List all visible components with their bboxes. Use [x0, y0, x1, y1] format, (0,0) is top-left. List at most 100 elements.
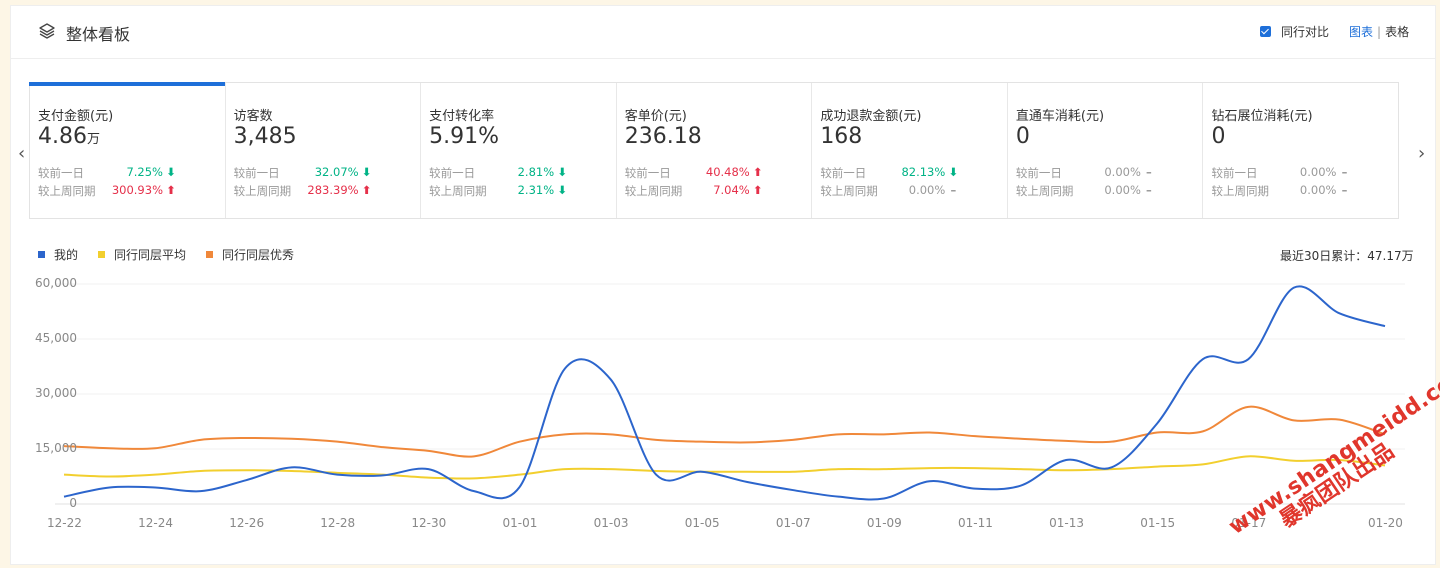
day-compare-label: 较前一日 — [38, 166, 84, 180]
day-compare-label: 较前一日 — [1015, 166, 1062, 180]
trend-flat-icon: – — [1146, 183, 1152, 197]
day-compare-row: 较前一日 2.81% ⬇ — [429, 165, 568, 181]
metric-name: 客单价(元) — [624, 109, 687, 124]
metric-card[interactable]: 访客数 3,485 较前一日 32.07% ⬇ 较上周同期 283.39% ⬆ — [226, 83, 422, 218]
metric-value: 4.86万 — [38, 124, 100, 149]
day-compare-row: 较前一日 82.13% ⬇ — [820, 165, 959, 181]
metric-card[interactable]: 客单价(元) 236.18 较前一日 40.48% ⬆ 较上周同期 7.04% ⬆ — [617, 83, 813, 218]
series-line-0 — [63, 285, 1386, 501]
x-tick-label: 01-15 — [1140, 516, 1176, 530]
week-compare-row: 较上周同期 7.04% ⬆ — [625, 183, 764, 199]
day-compare-value: 0.00% – — [1104, 165, 1155, 179]
day-compare-value: 7.25% ⬇ — [126, 165, 176, 179]
week-compare-label: 较上周同期 — [429, 184, 487, 198]
panel-title: 整体看板 — [66, 25, 131, 44]
trend-up-icon: ⬆ — [166, 183, 176, 197]
day-compare-value: 2.81% ⬇ — [517, 165, 567, 179]
day-compare-label: 较前一日 — [1211, 166, 1258, 180]
y-tick-label: 0 — [69, 496, 77, 510]
x-tick-label: 01-01 — [502, 516, 538, 530]
metric-card[interactable]: 支付转化率 5.91% 较前一日 2.81% ⬇ 较上周同期 2.31% ⬇ — [421, 83, 617, 218]
x-tick-label: 01-03 — [593, 516, 629, 530]
compare-checkbox[interactable] — [1260, 26, 1271, 37]
day-compare-label: 较前一日 — [429, 166, 476, 180]
legend-item[interactable]: 我的 — [38, 246, 78, 263]
trend-down-icon: ⬇ — [361, 165, 372, 179]
week-compare-label: 较上周同期 — [1015, 184, 1074, 198]
view-chart-link[interactable]: 图表 — [1349, 25, 1374, 39]
metric-name: 访客数 — [233, 109, 273, 124]
day-compare-label: 较前一日 — [820, 166, 867, 180]
day-compare-row: 较前一日 0.00% – — [1211, 165, 1350, 181]
y-tick-label: 30,000 — [35, 386, 77, 400]
day-compare-value: 0.00% – — [1300, 165, 1351, 179]
week-compare-row: 较上周同期 0.00% – — [1016, 183, 1155, 199]
week-compare-row: 较上周同期 0.00% – — [820, 183, 959, 199]
week-compare-value: 283.39% ⬆ — [307, 183, 372, 197]
chart-legend: 我的 同行同层平均 同行同层优秀 — [38, 246, 314, 263]
x-tick-label: 12-22 — [47, 516, 82, 530]
day-compare-row: 较前一日 40.48% ⬆ — [625, 165, 764, 181]
day-compare-value: 32.07% ⬇ — [314, 165, 372, 179]
legend-item[interactable]: 同行同层优秀 — [206, 246, 294, 263]
x-tick-label: 01-20 — [1368, 516, 1403, 530]
week-compare-row: 较上周同期 2.31% ⬇ — [429, 183, 568, 199]
metric-card[interactable]: 成功退款金额(元) 168 较前一日 82.13% ⬇ 较上周同期 0.00% – — [812, 83, 1008, 218]
legend-swatch — [206, 251, 214, 258]
day-compare-row: 较前一日 7.25% ⬇ — [38, 165, 177, 181]
metric-value: 0 — [1015, 124, 1030, 149]
week-compare-label: 较上周同期 — [233, 184, 292, 198]
trend-flat-icon: – — [1341, 183, 1348, 197]
x-tick-label: 01-07 — [775, 516, 811, 530]
metric-value: 236.18 — [624, 124, 702, 149]
metric-value: 168 — [820, 124, 863, 149]
x-tick-label: 01-11 — [958, 516, 993, 530]
trend-down-icon: ⬇ — [948, 165, 959, 179]
metric-name: 支付金额(元) — [38, 109, 114, 124]
trend-up-icon: ⬆ — [752, 165, 763, 179]
metric-name: 直通车消耗(元) — [1015, 109, 1105, 124]
x-tick-label: 01-05 — [684, 516, 720, 530]
x-tick-label: 12-28 — [320, 516, 356, 530]
week-compare-row: 较上周同期 283.39% ⬆ — [234, 183, 373, 199]
y-tick-label: 60,000 — [35, 276, 77, 290]
compare-toggle[interactable]: 同行对比 — [1260, 23, 1329, 40]
week-compare-value: 300.93% ⬆ — [111, 183, 176, 197]
metric-card[interactable]: 直通车消耗(元) 0 较前一日 0.00% – 较上周同期 0.00% – — [1008, 83, 1204, 218]
legend-label: 我的 — [54, 248, 79, 262]
legend-swatch — [98, 251, 106, 258]
view-separator: | — [1377, 25, 1382, 39]
week-compare-value: 7.04% ⬆ — [713, 183, 763, 197]
day-compare-label: 较前一日 — [624, 166, 671, 180]
y-tick-label: 15,000 — [35, 441, 77, 455]
view-switch: 图表 | 表格 — [1349, 23, 1409, 40]
metric-value: 5.91% — [429, 124, 500, 149]
view-table-link[interactable]: 表格 — [1385, 25, 1410, 39]
legend-label: 同行同层优秀 — [222, 248, 295, 262]
next-metrics-arrow[interactable]: › — [1418, 143, 1426, 164]
metric-card[interactable]: 支付金额(元) 4.86万较前一日 7.25% ⬇ 较上周同期 300.93% ⬆ — [29, 82, 226, 218]
week-compare-row: 较上周同期 300.93% ⬆ — [38, 183, 177, 199]
compare-label: 同行对比 — [1281, 25, 1330, 39]
x-tick-label: 12-30 — [411, 516, 447, 530]
trend-up-icon: ⬆ — [752, 183, 763, 197]
thirty-day-total: 最近30日累计：47.17万 — [1280, 249, 1414, 263]
x-tick-label: 01-13 — [1049, 516, 1084, 530]
prev-metrics-arrow[interactable]: ‹ — [18, 143, 26, 164]
trend-up-icon: ⬆ — [361, 183, 372, 197]
metric-name: 支付转化率 — [429, 109, 495, 124]
week-compare-value: 0.00% – — [1300, 183, 1351, 197]
y-tick-label: 45,000 — [35, 331, 77, 345]
x-tick-label: 01-17 — [1231, 516, 1267, 530]
panel-header: 整体看板 同行对比 图表 | 表格 — [11, 6, 1435, 59]
trend-down-icon: ⬇ — [557, 165, 567, 179]
metric-cards: 支付金额(元) 4.86万 较前一日 7.25% ⬇ 较上周同期 300.93% ⬆ 访客数 3,… — [29, 82, 1399, 219]
week-compare-value: 0.00% – — [1104, 183, 1155, 197]
metric-card[interactable]: 钻石展位消耗(元) 0 较前一日 0.00% – 较上周同期 0.00% – — [1203, 83, 1398, 218]
metric-name: 成功退款金额(元) — [820, 109, 922, 124]
legend-item[interactable]: 同行同层平均 — [98, 246, 186, 263]
week-compare-row: 较上周同期 0.00% – — [1211, 183, 1350, 199]
legend-swatch — [38, 251, 45, 258]
day-compare-value: 82.13% ⬇ — [901, 165, 959, 179]
trend-flat-icon: – — [1341, 165, 1348, 179]
